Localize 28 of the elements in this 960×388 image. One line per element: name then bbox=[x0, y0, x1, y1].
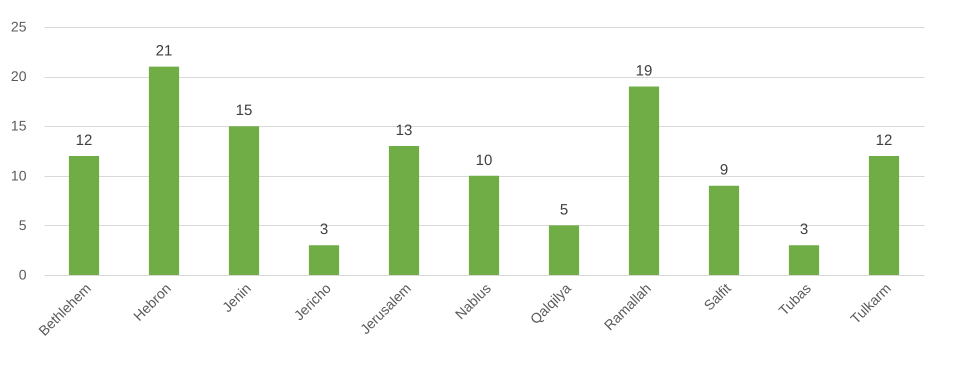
data-label: 12 bbox=[76, 132, 92, 149]
data-label: 21 bbox=[156, 42, 172, 60]
bar bbox=[628, 86, 660, 275]
bar bbox=[228, 126, 260, 275]
bar bbox=[388, 146, 420, 275]
data-label: 3 bbox=[320, 221, 328, 238]
data-label: 12 bbox=[876, 132, 892, 149]
bar bbox=[308, 245, 340, 275]
data-label: 3 bbox=[800, 221, 808, 238]
data-label: 9 bbox=[720, 162, 728, 179]
y-tick-label: 25 bbox=[10, 18, 27, 34]
y-tick-label: 15 bbox=[10, 118, 27, 134]
bar bbox=[68, 156, 100, 275]
data-label: 19 bbox=[636, 62, 652, 80]
y-tick-label: 10 bbox=[10, 167, 27, 184]
bar bbox=[708, 186, 740, 275]
y-tick-label: 5 bbox=[18, 216, 27, 233]
bar bbox=[868, 156, 900, 275]
bar bbox=[148, 66, 180, 275]
y-tick-label: 0 bbox=[18, 266, 27, 282]
bar bbox=[548, 225, 580, 275]
data-label: 5 bbox=[560, 201, 568, 218]
data-label: 10 bbox=[476, 152, 492, 169]
bar bbox=[788, 245, 820, 275]
data-label: 15 bbox=[236, 102, 252, 120]
bar bbox=[468, 176, 500, 275]
data-label: 13 bbox=[396, 122, 412, 140]
y-tick-label: 20 bbox=[10, 68, 27, 84]
